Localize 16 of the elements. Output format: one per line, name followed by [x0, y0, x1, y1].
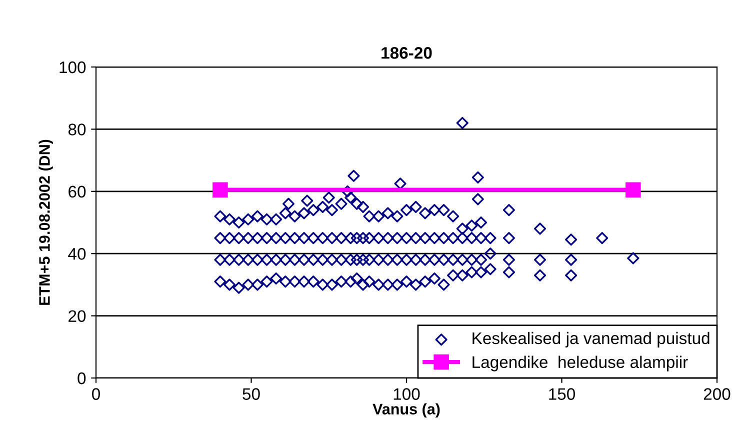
chart-title: 186-20 [382, 47, 432, 59]
y-tick-label: 60 [68, 186, 86, 198]
y-tick-label: 0 [78, 372, 86, 384]
x-axis-title: Vanus (a) [372, 403, 440, 418]
x-tick-label: 200 [704, 388, 730, 400]
legend-label: Lagendike heleduse alampiir [472, 356, 688, 372]
x-tick-label: 50 [242, 388, 260, 400]
y-tick-label: 80 [68, 124, 86, 136]
legend-label: Keskealised ja vanemad puistud [472, 332, 710, 348]
y-tick-label: 40 [68, 248, 86, 260]
y-tick-label: 100 [60, 61, 86, 74]
y-axis-title: ETM+5 19.08.2002 (DN) [38, 140, 53, 305]
x-tick-label: 0 [92, 388, 100, 400]
x-tick-label: 150 [549, 388, 576, 400]
x-tick-label: 100 [394, 388, 420, 400]
y-tick-label: 20 [68, 310, 86, 322]
